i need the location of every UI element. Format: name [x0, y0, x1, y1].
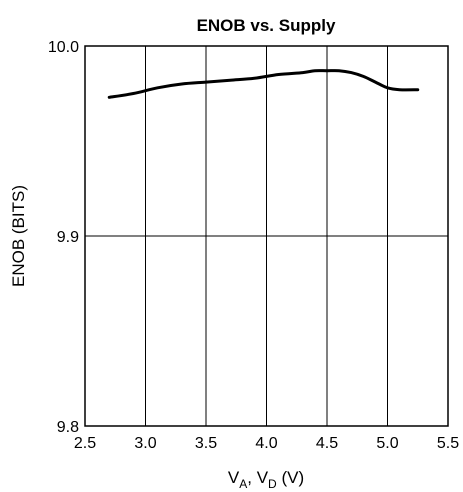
- y-tick-label: 10.0: [48, 39, 79, 56]
- x-tick-label: 2.5: [74, 435, 96, 452]
- y-tick-label: 9.8: [57, 419, 79, 436]
- grid: [85, 46, 448, 426]
- x-tick-label: 4.0: [255, 435, 277, 452]
- x-tick-label: 4.5: [316, 435, 338, 452]
- x-tick-label: 5.5: [437, 435, 459, 452]
- x-tick-label: 5.0: [376, 435, 398, 452]
- x-label-subscript: A: [239, 477, 247, 491]
- x-axis-label: VA, VD (V): [228, 468, 304, 491]
- x-label-subscript: D: [268, 477, 277, 491]
- x-tick-labels: 2.5 3.0 3.5 4.0 4.5 5.0 5.5: [74, 435, 459, 452]
- plot-frame: [84, 45, 449, 427]
- x-label-text: (V): [277, 468, 304, 487]
- chart-title: ENOB vs. Supply: [197, 16, 336, 35]
- x-tick-label: 3.0: [134, 435, 156, 452]
- y-tick-labels: 9.8 9.9 10.0: [48, 39, 79, 436]
- x-label-text: V: [228, 468, 240, 487]
- y-axis-label: ENOB (BITS): [9, 185, 28, 287]
- series-line: [107, 69, 420, 99]
- x-label-text: , V: [247, 468, 268, 487]
- y-tick-label: 9.9: [57, 229, 79, 246]
- x-tick-label: 3.5: [195, 435, 217, 452]
